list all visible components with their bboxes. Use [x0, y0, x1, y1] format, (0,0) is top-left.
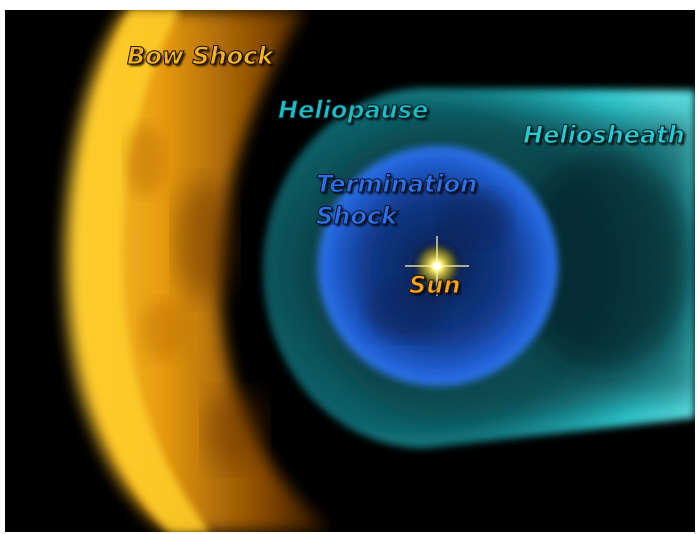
termination-shock-label: Termination Shock: [315, 168, 478, 232]
heliopause-label: Heliopause: [277, 96, 429, 125]
bow-shock-region: [65, 10, 335, 532]
heliosheath-label: Heliosheath: [523, 121, 686, 150]
bow-shock-label: Bow Shock: [126, 42, 274, 71]
heliosphere-diagram: Bow Shock Heliopause Heliosheath Termina…: [5, 10, 695, 532]
sun-star: [405, 236, 469, 296]
heliosphere-illustration: [65, 10, 695, 532]
sun-label: Sun: [408, 271, 461, 300]
termination-shock-label-line2: Shock: [315, 202, 398, 231]
termination-shock-label-line1: Termination: [315, 170, 478, 199]
